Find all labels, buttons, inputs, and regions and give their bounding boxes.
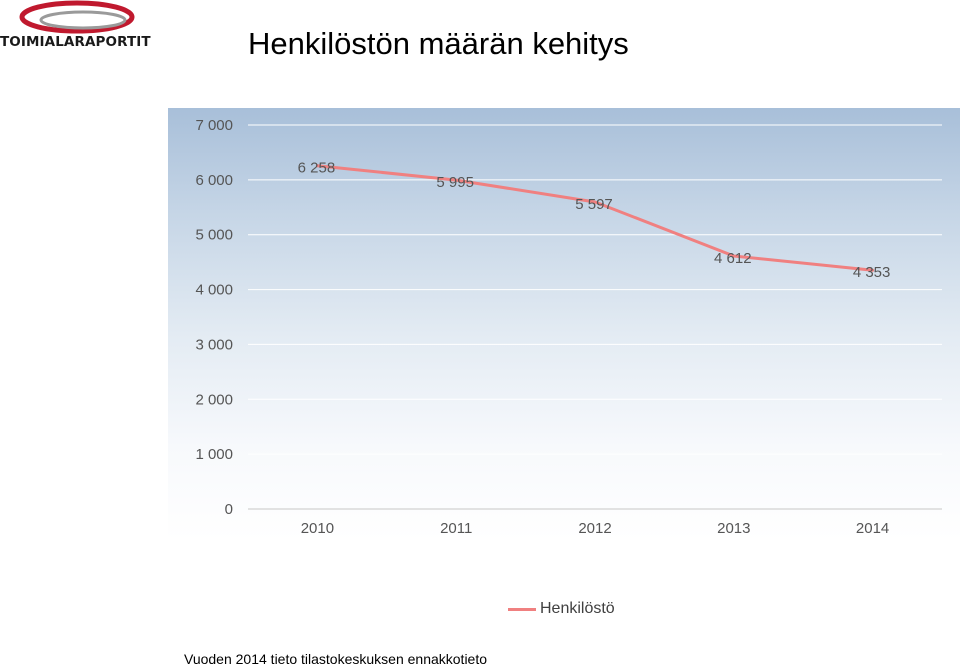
page-title: Henkilöstön määrän kehitys <box>248 26 629 61</box>
x-tick-label: 2013 <box>717 520 750 537</box>
x-tick-label: 2014 <box>856 520 889 537</box>
y-tick-label: 0 <box>225 501 233 518</box>
footnote: Vuoden 2014 tieto tilastokeskuksen ennak… <box>184 651 488 667</box>
series-line <box>315 164 875 272</box>
y-tick-label: 6 000 <box>195 172 233 189</box>
y-tick-label: 5 000 <box>195 227 233 244</box>
y-tick-label: 1 000 <box>195 446 233 463</box>
legend: Henkilöstö <box>508 599 615 619</box>
y-tick-label: 4 000 <box>195 282 233 299</box>
y-tick-label: 3 000 <box>195 336 233 353</box>
line-chart: 0 1 000 2 000 3 000 4 000 5 000 6 000 7 000 2010… <box>195 117 942 537</box>
data-label: 4 353 <box>853 264 891 281</box>
x-tick-label: 2012 <box>578 520 611 537</box>
legend-swatch <box>508 607 536 611</box>
legend-label: Henkilöstö <box>540 600 615 617</box>
chart-background <box>168 108 960 578</box>
x-tick-label: 2011 <box>440 520 472 537</box>
logo-text: TOIMIALARAPORTIT <box>0 34 151 50</box>
logo: TOIMIALARAPORTIT <box>0 0 160 56</box>
data-label: 4 612 <box>714 250 752 267</box>
data-label: 6 258 <box>298 160 336 177</box>
logo-swoosh-icon <box>19 0 135 34</box>
y-tick-label: 2 000 <box>195 391 233 408</box>
data-label: 5 995 <box>436 174 474 191</box>
data-label: 5 597 <box>575 196 613 213</box>
y-tick-label: 7 000 <box>195 117 233 134</box>
x-tick-label: 2010 <box>301 520 334 537</box>
